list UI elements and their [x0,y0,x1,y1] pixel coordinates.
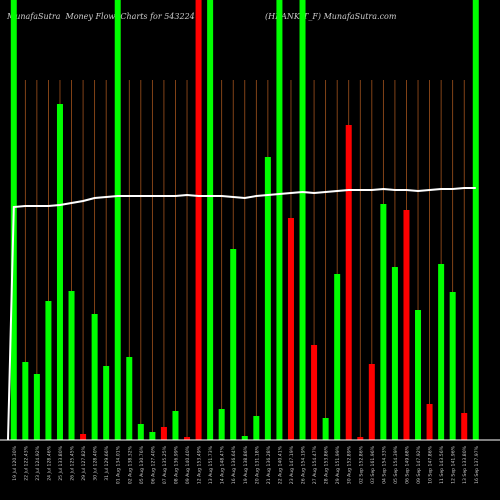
bar [472,0,479,440]
x-tick-label: 08 Aug 136.99% [173,445,179,484]
bar [137,424,144,440]
x-tick-label: 10 Sep 147.86% [428,445,434,483]
bar [426,404,433,440]
x-tick-label: 20 Aug 131.18% [254,445,260,484]
bar [368,364,375,440]
bar [103,366,110,440]
bar [322,418,329,440]
moving-average [7,187,476,441]
bar [184,437,191,440]
bar [56,104,63,440]
chart-header-left: MunafaSutra Money Flow Charts for 543224 [7,12,195,21]
x-tick-label: 28 Aug 153.86% [324,445,330,484]
bar [195,0,202,440]
x-tick-label: 06 Aug 127.40% [150,445,156,484]
bar [126,357,133,440]
x-tick-label: 13 Sep 133.80% [462,445,468,483]
x-tick-label: 12 Aug 153.49% [197,445,203,484]
x-tick-label: 25 Jul 133.80% [58,445,64,480]
x-tick-label: 02 Aug 138.32% [127,445,133,484]
bar [68,291,75,440]
bar [264,157,271,440]
x-tick-label: 22 Aug 140.41% [277,445,283,484]
x-tick-label: 06 Sep 149.68% [404,445,410,483]
bar [403,210,410,440]
bar [218,409,225,440]
x-tick-label: 05 Aug 130.76% [139,445,145,484]
x-tick-label: 26 Jul 125.45% [70,445,76,480]
bar [114,0,121,440]
bar [45,301,52,440]
x-tick-label: 29 Aug 151.99% [335,445,341,484]
x-tick-label: 04 Sep 154.33% [381,445,387,483]
x-tick-label: 19 Aug 138.86% [243,445,249,484]
bar [334,274,341,440]
bar [160,427,167,440]
bar [241,436,248,440]
x-tick-label: 09 Aug 140.40% [185,445,191,484]
x-tick-label: 07 Aug 135.25% [162,445,168,484]
x-tick-label: 13 Aug 151.73% [208,445,214,484]
x-tick-labels: 19 Jul 120.30% 22 Jul 122.43% 23 Jul 124.9… [12,445,480,484]
bar [253,416,260,440]
x-tick-label: 30 Aug 152.89% [347,445,353,484]
x-tick-label: 14 Aug 148.47% [220,445,226,484]
x-tick-label: 21 Aug 136.28% [266,445,272,484]
chart-header-right: (HRANKIT_F) MunafaSutra.com [265,12,397,21]
x-tick-label: 11 Sep 143.56% [439,445,445,483]
bar [91,314,98,440]
bar [357,437,364,440]
x-tick-label: 16 Aug 136.64% [231,445,237,484]
moving-average-line [7,187,476,441]
x-tick-label: 12 Sep 141.96% [451,445,457,483]
x-tick-label: 30 Jul 128.40% [93,445,99,480]
bar [415,310,422,440]
x-tick-label: 27 Aug 154.47% [312,445,318,484]
bar [287,218,294,440]
bar [22,362,29,440]
bar [449,292,456,440]
bar [33,374,40,440]
x-tick-label: 24 Jul 128.46% [46,445,52,480]
bar [276,0,283,440]
x-tick-label: 23 Aug 147.19% [289,445,295,484]
x-tick-label: 23 Jul 124.92% [35,445,41,480]
x-tick-label: 26 Aug 154.19% [301,445,307,484]
bar [207,0,214,440]
x-tick-label: 16 Sep 137.97% [474,445,480,483]
x-tick-label: 29 Jul 127.82% [81,445,87,480]
bars [10,0,479,440]
x-tick-label: 22 Jul 122.43% [23,445,29,480]
bar [391,267,398,440]
bar [172,411,179,440]
x-tick-label: 09 Sep 147.92% [416,445,422,483]
bar [80,434,87,440]
bar [299,0,306,440]
x-tick-label: 31 Jul 129.66% [104,445,110,480]
bar [461,413,468,440]
bar [438,264,445,440]
x-tick-label: 03 Sep 161.96% [370,445,376,483]
bar [345,125,352,440]
bar [149,432,156,440]
bar [380,204,387,440]
bar [311,345,318,440]
x-tick-label: 05 Sep 154.39% [393,445,399,483]
x-tick-label: 19 Jul 120.30% [12,445,18,480]
bar [230,249,237,440]
x-tick-label: 01 Aug 134.01% [116,445,122,484]
x-tick-label: 02 Sep 152.86% [358,445,364,483]
